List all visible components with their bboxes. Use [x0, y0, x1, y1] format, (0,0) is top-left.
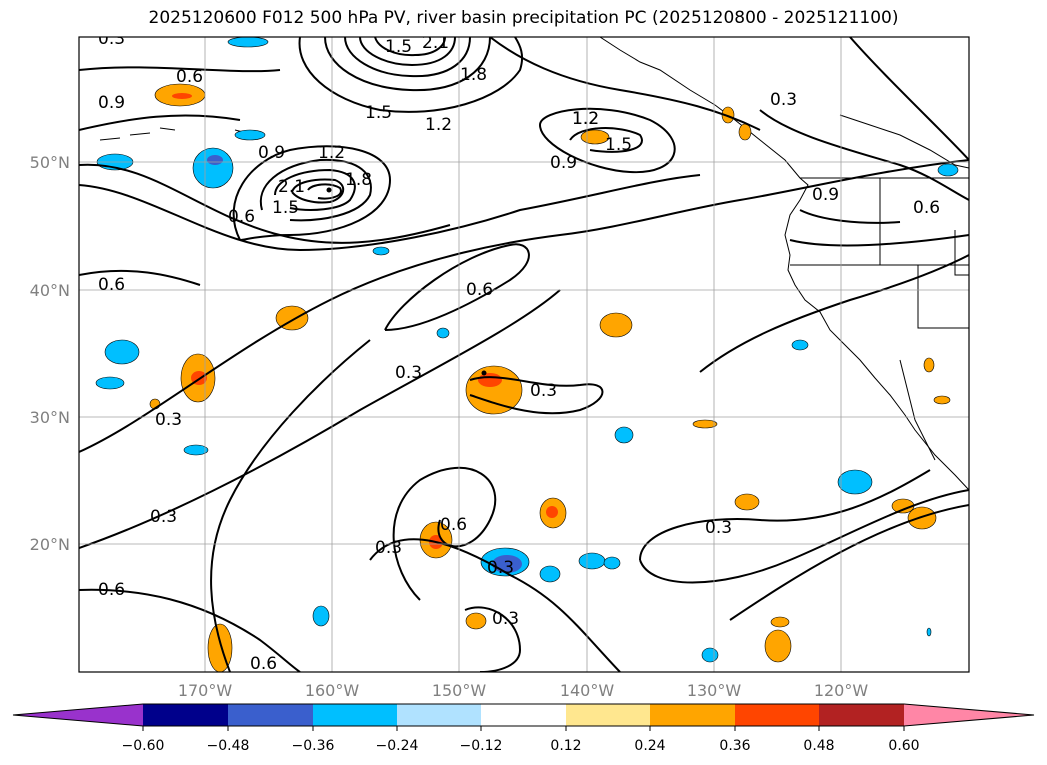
contour-label: 0.3 — [770, 90, 797, 110]
contour-label: 1.2 — [425, 115, 452, 135]
pv-contours — [79, 37, 969, 672]
contour-label: 1.8 — [460, 65, 487, 85]
contour-label: 0.3 — [155, 410, 182, 430]
colorbar-tick: −0.60 — [122, 738, 165, 754]
contour-label: 0.3 — [705, 518, 732, 538]
lon-label-120w: 120°W — [814, 681, 869, 700]
pv-max-markers — [326, 187, 487, 376]
contour-label: 1.5 — [365, 103, 392, 123]
contour-label: 0.6 — [250, 654, 277, 674]
colorbar-segment — [397, 704, 481, 726]
colorbar-segment — [650, 704, 735, 726]
contour-label: 0.9 — [550, 153, 577, 173]
lon-labels: 170°W 160°W 150°W 140°W 130°W 120°W — [178, 681, 869, 700]
colorbar-tick: 0.48 — [803, 738, 834, 754]
colorbar-tick: 0.36 — [719, 738, 750, 754]
contour-label: 0.3 — [530, 381, 557, 401]
colorbar: −0.60 −0.48 −0.36 −0.24 −0.12 0.12 0.24 … — [12, 703, 1035, 754]
lat-label-20n: 20°N — [30, 535, 70, 554]
lon-label-150w: 150°W — [432, 681, 487, 700]
contour-label: 1.8 — [345, 170, 372, 190]
contour-label: 0.3 — [487, 558, 514, 578]
colorbar-tick: 0.24 — [634, 738, 665, 754]
colorbar-tick: −0.24 — [376, 738, 419, 754]
colorbar-tick: −0.36 — [292, 738, 335, 754]
lon-label-140w: 140°W — [560, 681, 615, 700]
contour-label: 1.2 — [572, 109, 599, 129]
colorbar-segment — [735, 704, 819, 726]
contour-label: 0.3 — [150, 507, 177, 527]
contour-label: 0.9 — [98, 93, 125, 113]
contour-label: 0.6 — [98, 275, 125, 295]
lon-label-130w: 130°W — [687, 681, 742, 700]
contour-label: 1.5 — [605, 135, 632, 155]
contour-label: 1.5 — [385, 37, 412, 57]
colorbar-tick: −0.48 — [207, 738, 250, 754]
colorbar-segment — [566, 704, 650, 726]
contour-label: 0.9 — [812, 185, 839, 205]
contour-label: 0.6 — [98, 580, 125, 600]
colorbar-segment — [313, 704, 397, 726]
colorbar-segment — [481, 704, 566, 726]
colorbar-tick: 0.60 — [888, 738, 919, 754]
contour-label: 1.2 — [318, 143, 345, 163]
contour-label: 0.3 — [492, 609, 519, 629]
lat-labels: 50°N 40°N 30°N 20°N — [30, 153, 70, 554]
lat-label-30n: 30°N — [30, 408, 70, 427]
contour-label: 0.9 — [258, 143, 285, 163]
contour-label: 1.5 — [272, 198, 299, 218]
contour-label: 0.3 — [375, 538, 402, 558]
contour-label: 0.6 — [440, 515, 467, 535]
contour-label: 0.6 — [913, 198, 940, 218]
contour-label: 0.3 — [98, 29, 125, 49]
contour-label: 2.1 — [278, 177, 305, 197]
colorbar-tick: −0.12 — [460, 738, 503, 754]
colorbar-segment — [904, 704, 1034, 726]
map-frame — [78, 36, 970, 673]
colorbar-segment — [143, 704, 228, 726]
coastline — [99, 37, 969, 491]
colorbar-segment — [819, 704, 904, 726]
precip-shading — [95, 37, 959, 672]
contour-label: 2.1 — [422, 33, 449, 53]
lon-label-170w: 170°W — [178, 681, 233, 700]
colorbar-segment — [13, 704, 143, 726]
contour-label: 0.6 — [228, 207, 255, 227]
chart-title: 2025120600 F012 500 hPa PV, river basin … — [148, 8, 899, 28]
colorbar-tick: 0.12 — [550, 738, 581, 754]
contour-label: 0.6 — [466, 280, 493, 300]
contour-label: 0.6 — [176, 67, 203, 87]
contour-labels: 0.3 0.6 0.9 1.2 1.5 1.8 2.1 0.6 0.9 1.2 … — [98, 29, 940, 674]
graticule — [79, 37, 969, 672]
contour-label: 0.3 — [395, 363, 422, 383]
contour-label: 1.2 — [572, 109, 599, 129]
lat-label-40n: 40°N — [30, 281, 70, 300]
lon-label-160w: 160°W — [305, 681, 360, 700]
colorbar-segment — [228, 704, 313, 726]
map-area: 0.3 0.6 0.9 1.2 1.5 1.8 2.1 0.6 0.9 1.2 … — [79, 29, 969, 674]
lat-label-50n: 50°N — [30, 153, 70, 172]
